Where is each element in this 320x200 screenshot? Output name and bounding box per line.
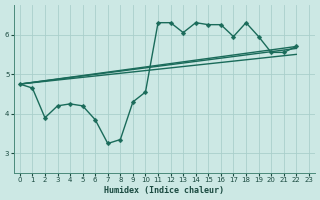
X-axis label: Humidex (Indice chaleur): Humidex (Indice chaleur) — [104, 186, 224, 195]
